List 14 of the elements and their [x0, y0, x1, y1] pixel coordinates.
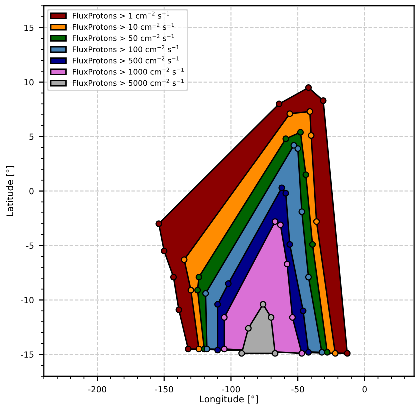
x-tick-label: -100: [222, 386, 240, 393]
y-tick-label: -5: [26, 242, 34, 250]
y-tick-label: 15: [24, 24, 34, 32]
x-axis-title: Longitude [°]: [200, 396, 258, 404]
y-tick-label: -15: [21, 352, 34, 358]
y-tick-label: -10: [21, 297, 34, 304]
y-tick-label: 0: [30, 188, 34, 195]
y-tick-label: 5: [30, 134, 34, 140]
x-tick-label: -50: [292, 386, 304, 393]
y-tick-label: 10: [24, 79, 34, 86]
y-axis-title: Latitude [°]: [6, 166, 15, 216]
x-tick-label: -200: [88, 386, 106, 393]
x-tick-label: -150: [155, 386, 174, 393]
x-tick-label: 0: [362, 386, 367, 393]
